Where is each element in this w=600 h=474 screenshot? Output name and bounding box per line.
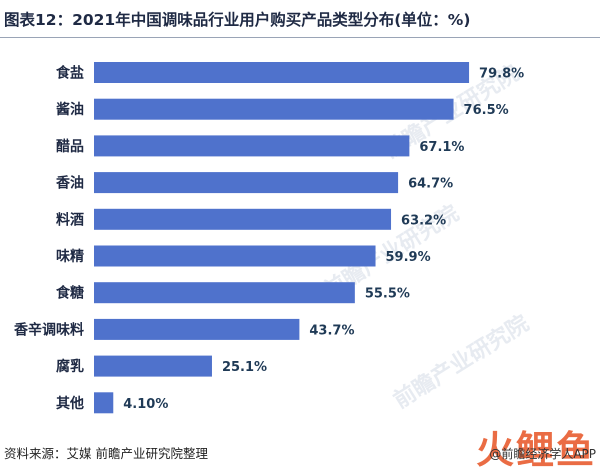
bar-5 [94,208,392,230]
logo-caption: @前瞻经济学人APP [489,447,596,461]
value-label: 63.2% [401,213,446,228]
bar-7 [94,282,355,304]
category-label: 其他 [56,395,84,412]
value-label: 76.5% [464,103,509,118]
chart-title: 图表12：2021年中国调味品行业用户购买产品类型分布(单位：%) [4,11,471,29]
bar-6 [94,245,376,267]
category-label: 食盐 [56,65,84,82]
brand-logo: 火鲤鱼 @前瞻经济学人APP [476,430,596,470]
category-label: 香辛调味料 [13,321,84,338]
bar-3 [94,135,410,157]
bar-8 [94,318,300,340]
value-label: 43.7% [309,323,354,338]
bars-layer: 食盐 79.8% 酱油 76.5% 醋品 67.1% 香油 64.7% 料酒 63.2% 味精 59.… [13,62,524,414]
value-label: 25.1% [222,360,267,375]
category-label: 酱油 [56,101,84,118]
category-label: 醋品 [56,138,84,155]
value-label: 64.7% [408,177,453,192]
bar-4 [94,172,399,194]
logo-mark: 火鲤鱼 [475,428,596,472]
category-label: 食糖 [56,285,84,302]
value-label: 79.8% [479,67,524,82]
category-label: 料酒 [56,211,84,228]
category-label: 香油 [55,175,84,192]
title-divider [0,37,600,38]
value-label: 59.9% [386,250,431,265]
watermark-text: 前瞻产业研究院 [389,310,533,414]
bar-1 [94,62,470,83]
source-note: 资料来源：艾媒 前瞻产业研究院整理 [4,446,208,461]
bar-chart: 前瞻产业研究院前瞻产业研究院前瞻产业研究院 食盐79.8%酱油76.5%醋品67… [13,60,533,414]
value-label: 4.10% [123,397,168,412]
value-label: 55.5% [365,287,410,302]
category-label: 味精 [56,248,84,265]
bar-9 [94,355,212,377]
value-label: 67.1% [419,140,464,155]
bar-10 [94,392,114,414]
bar-2 [94,98,454,120]
category-label: 腐乳 [56,358,84,375]
